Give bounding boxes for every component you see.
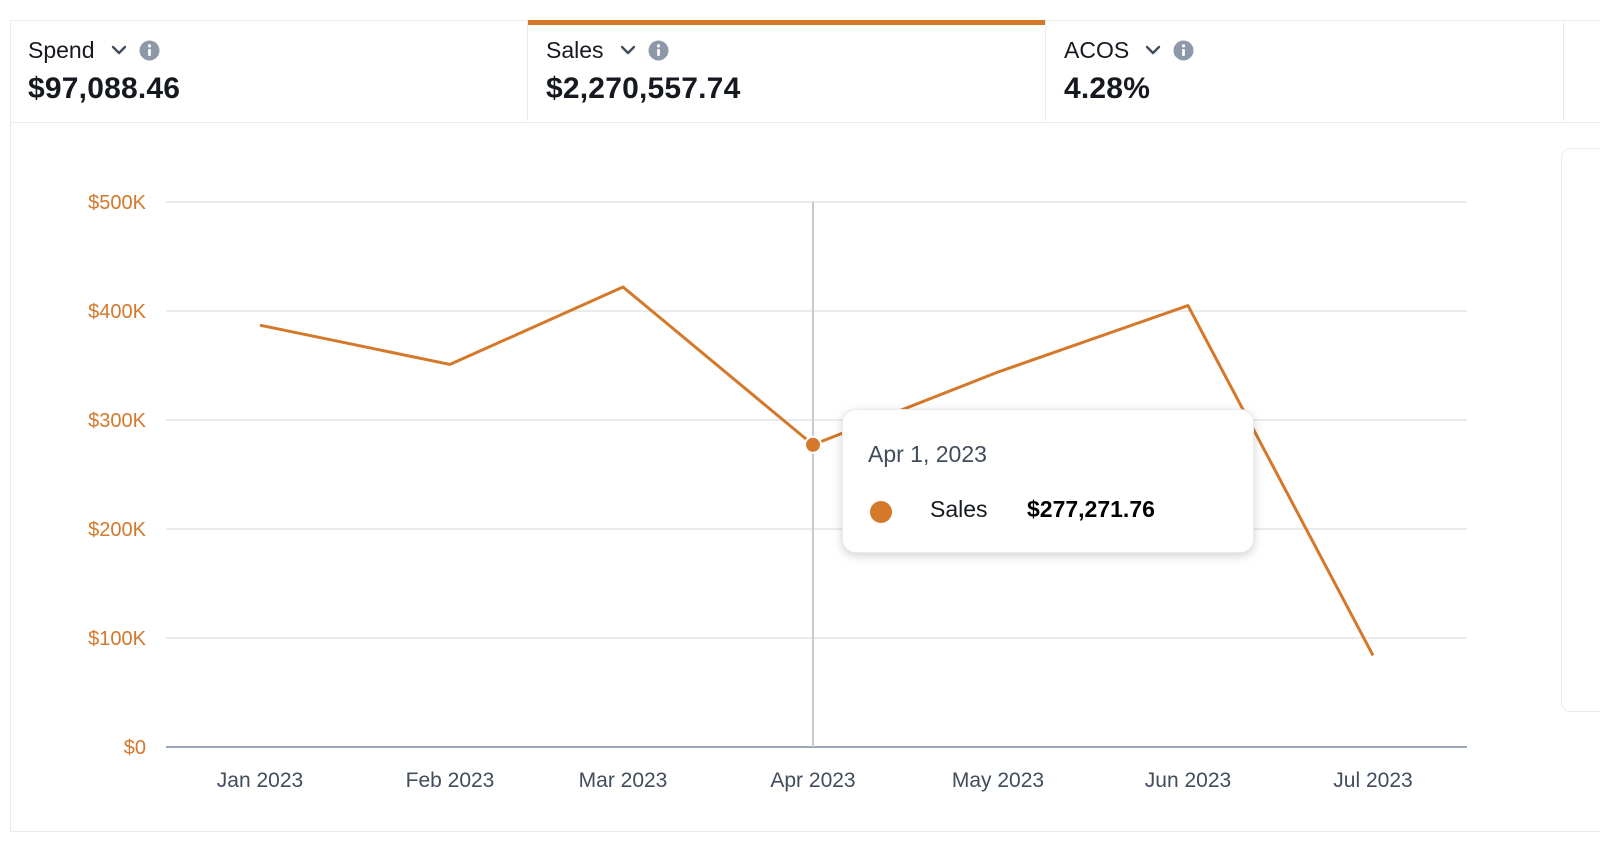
y-tick-label: $400K (88, 301, 146, 323)
y-tick-label: $300K (88, 410, 146, 432)
y-tick-label: $100K (88, 628, 146, 650)
y-tick-label: $200K (88, 519, 146, 541)
metric-label-sales: Sales (546, 36, 604, 63)
x-tick-label: May 2023 (952, 769, 1044, 792)
tooltip-series-name: Sales (930, 496, 988, 522)
chart-tooltip: Apr 1, 2023 Sales $277,271.76 (842, 409, 1254, 553)
x-tick-label: Mar 2023 (579, 769, 668, 792)
x-tick-label: Jul 2023 (1333, 769, 1412, 792)
metric-label-acos: ACOS (1064, 36, 1130, 63)
y-tick-label: $0 (124, 737, 146, 759)
metric-value-spend: $97,088.46 (28, 72, 181, 105)
info-icon[interactable] (648, 40, 669, 61)
info-icon[interactable] (1173, 40, 1194, 61)
tooltip-series-dot (870, 501, 892, 523)
chevron-down-icon[interactable] (618, 40, 638, 60)
x-tick-label: Jan 2023 (217, 769, 303, 792)
x-tick-label: Jun 2023 (1145, 769, 1231, 792)
metric-tab-spend[interactable]: Spend $97,088.46 (10, 20, 528, 121)
tooltip-series-value: $277,271.76 (1027, 496, 1155, 522)
metric-tabs: Spend $97,088.46 Sales $2,270,557.74 ACO… (10, 20, 1600, 123)
y-tick-label: $500K (88, 192, 146, 214)
metric-value-sales: $2,270,557.74 (546, 72, 741, 105)
metric-label-spend: Spend (28, 36, 95, 63)
info-icon[interactable] (139, 40, 160, 61)
chevron-down-icon[interactable] (1143, 40, 1163, 60)
sales-point-highlight (804, 435, 822, 454)
tooltip-date: Apr 1, 2023 (868, 441, 987, 467)
metric-tab-acos[interactable]: ACOS 4.28% (1046, 20, 1564, 121)
x-tick-label: Apr 2023 (770, 769, 855, 792)
metric-tab-sales[interactable]: Sales $2,270,557.74 (528, 20, 1046, 121)
chevron-down-icon[interactable] (109, 40, 129, 60)
x-tick-label: Feb 2023 (406, 769, 495, 792)
side-panel-edge (1561, 148, 1600, 712)
metric-value-acos: 4.28% (1064, 72, 1151, 105)
